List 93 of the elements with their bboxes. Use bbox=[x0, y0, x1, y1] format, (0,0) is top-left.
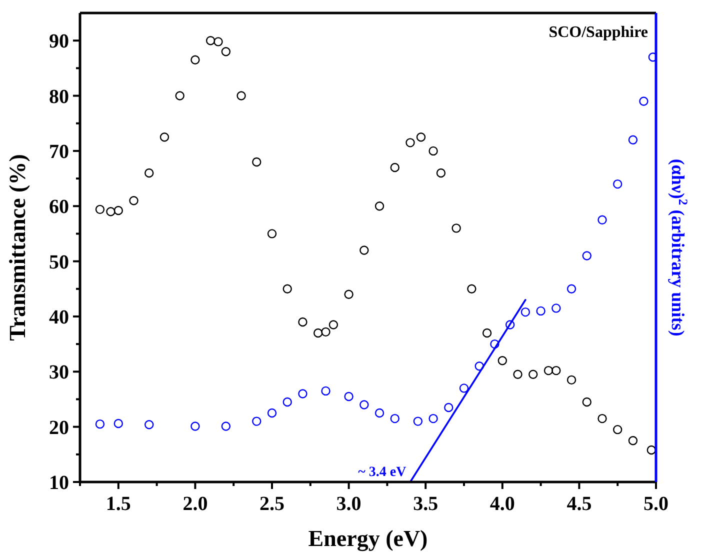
point bbox=[144, 420, 154, 430]
point bbox=[628, 135, 638, 145]
point bbox=[313, 328, 323, 338]
point bbox=[344, 290, 354, 299]
point bbox=[321, 327, 330, 337]
point bbox=[190, 422, 200, 431]
point bbox=[428, 414, 438, 424]
annotation: ~ 3.4 eV bbox=[358, 465, 406, 480]
point bbox=[175, 91, 184, 100]
point bbox=[328, 320, 338, 330]
point bbox=[639, 96, 648, 106]
x-tick-label: 5.0 bbox=[644, 493, 668, 515]
point bbox=[452, 224, 461, 233]
point bbox=[459, 384, 469, 393]
point bbox=[416, 132, 426, 142]
point bbox=[505, 320, 515, 330]
point bbox=[552, 366, 561, 376]
y-axis-title: Transmittance (%) bbox=[5, 154, 30, 341]
point bbox=[190, 55, 200, 64]
point bbox=[413, 416, 423, 426]
y-tick-label: 90 bbox=[49, 30, 69, 53]
point bbox=[566, 375, 576, 385]
point bbox=[160, 132, 170, 142]
point bbox=[582, 251, 592, 260]
x-tick-label: 2.5 bbox=[260, 493, 284, 515]
point bbox=[474, 362, 484, 371]
point bbox=[344, 392, 354, 402]
point bbox=[95, 419, 105, 429]
point bbox=[598, 414, 607, 424]
point bbox=[544, 366, 554, 376]
point bbox=[444, 402, 454, 412]
point bbox=[214, 37, 223, 46]
y-tick-label: 70 bbox=[49, 140, 69, 163]
point bbox=[613, 424, 622, 434]
point bbox=[206, 36, 216, 46]
point bbox=[252, 157, 262, 167]
point bbox=[498, 356, 507, 366]
point bbox=[598, 215, 607, 225]
point bbox=[536, 306, 546, 316]
y-tick-label: 80 bbox=[49, 86, 69, 108]
y-tick-label: 10 bbox=[49, 472, 69, 494]
point bbox=[114, 418, 123, 428]
point bbox=[552, 304, 561, 313]
point bbox=[374, 408, 384, 418]
point bbox=[628, 436, 638, 446]
x-tick-label: 1.5 bbox=[106, 493, 131, 515]
point bbox=[374, 202, 384, 211]
point bbox=[467, 284, 476, 294]
point bbox=[582, 397, 592, 407]
point bbox=[360, 246, 369, 255]
point bbox=[436, 168, 446, 178]
point bbox=[236, 91, 246, 100]
point bbox=[648, 52, 656, 62]
point bbox=[390, 162, 400, 172]
point bbox=[390, 414, 400, 424]
point bbox=[298, 389, 308, 398]
x-tick-label: 2.0 bbox=[182, 493, 208, 515]
point bbox=[267, 229, 277, 238]
x-tick-label: 3.0 bbox=[336, 493, 362, 515]
y-tick-label: 60 bbox=[49, 196, 69, 218]
point bbox=[129, 196, 138, 206]
x-tick-label: 4.5 bbox=[566, 493, 592, 515]
point bbox=[646, 445, 656, 455]
y-tick-label: 50 bbox=[49, 251, 69, 274]
point bbox=[252, 416, 262, 426]
point bbox=[114, 206, 123, 216]
point bbox=[144, 168, 154, 178]
point bbox=[520, 307, 530, 317]
y-tick-label: 20 bbox=[49, 416, 69, 439]
point bbox=[221, 47, 231, 56]
point bbox=[267, 408, 277, 418]
point bbox=[282, 397, 292, 407]
point bbox=[321, 386, 330, 396]
point bbox=[482, 328, 492, 338]
point bbox=[298, 317, 308, 327]
x-tick-label: 3.5 bbox=[413, 493, 438, 515]
point bbox=[613, 179, 622, 189]
point bbox=[106, 207, 116, 216]
point bbox=[221, 422, 231, 431]
point bbox=[428, 146, 438, 156]
point bbox=[406, 138, 415, 148]
x-axis-title: Energy (eV) bbox=[308, 526, 428, 552]
point bbox=[566, 284, 576, 294]
point bbox=[360, 400, 369, 410]
y-tick-label: 30 bbox=[49, 362, 69, 384]
point bbox=[528, 370, 538, 380]
point bbox=[282, 284, 292, 294]
x-tick-label: 4.0 bbox=[490, 493, 515, 515]
point bbox=[490, 339, 500, 349]
annotation: SCO/Sapphire bbox=[548, 24, 648, 41]
point bbox=[95, 204, 105, 214]
point bbox=[513, 370, 522, 380]
y-tick-label: 40 bbox=[49, 306, 69, 328]
